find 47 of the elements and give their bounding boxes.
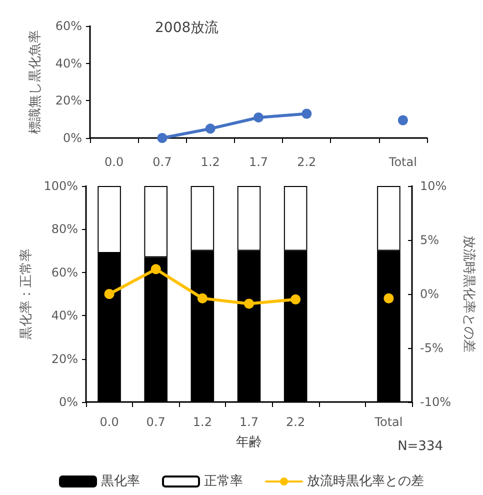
legend-label: 放流時黒化率との差 xyxy=(307,473,424,489)
y-axis-title: 標識無し黒化魚率 xyxy=(27,30,43,134)
point xyxy=(244,298,254,309)
point xyxy=(197,293,208,304)
legend-label: 正常率 xyxy=(204,473,243,489)
y2-tick-label: 5% xyxy=(420,233,440,247)
legend-label: 黒化率 xyxy=(101,473,140,489)
point xyxy=(290,294,301,304)
x-tick-label: 0.0 xyxy=(100,415,119,429)
point xyxy=(398,115,408,126)
y-tick-label: 60% xyxy=(51,265,78,280)
chart-title: 2008放流 xyxy=(155,20,219,36)
y-tick-label: 40% xyxy=(55,56,82,70)
y-tick-label: 40% xyxy=(51,308,78,323)
x-tick-label: 0.7 xyxy=(152,155,172,169)
x-tick-label: 1.2 xyxy=(192,415,212,429)
x-axis-title: 年齢 xyxy=(236,435,262,450)
y-axis-title: 黒化率：正常率 xyxy=(18,248,34,340)
y2-axis-title: 放流時黒化率との差 xyxy=(460,236,477,352)
x-tick-label: 2.2 xyxy=(286,415,306,429)
y-tick-label: 0% xyxy=(58,395,78,409)
y2-tick-label: -10% xyxy=(420,395,452,409)
x-tick-label: 0.0 xyxy=(104,155,124,169)
x-tick-label: Total xyxy=(374,415,403,429)
x-tick-label: 0.7 xyxy=(146,415,166,429)
point xyxy=(157,133,168,143)
y-tick-label: 100% xyxy=(44,179,78,193)
point xyxy=(302,108,312,119)
x-tick-label: 2.2 xyxy=(297,155,316,169)
text: N=334 xyxy=(398,439,444,454)
y-tick-label: 80% xyxy=(51,222,78,236)
y-tick-label: 60% xyxy=(55,19,82,33)
x-tick-label: 1.7 xyxy=(248,155,268,169)
x-tick-label: Total xyxy=(388,155,417,169)
x-tick-label: 1.2 xyxy=(200,155,220,169)
point xyxy=(104,289,114,299)
point xyxy=(205,124,216,134)
point xyxy=(150,264,161,274)
y-tick-label: 20% xyxy=(55,94,82,108)
y2-tick-label: -5% xyxy=(420,341,444,355)
y-tick-label: 0% xyxy=(62,131,82,145)
y-tick-label: 20% xyxy=(51,352,78,366)
y2-tick-label: 0% xyxy=(420,287,440,301)
y2-tick-label: 10% xyxy=(420,179,447,193)
point xyxy=(384,293,394,304)
point xyxy=(254,112,264,122)
x-tick-label: 1.7 xyxy=(239,415,259,429)
